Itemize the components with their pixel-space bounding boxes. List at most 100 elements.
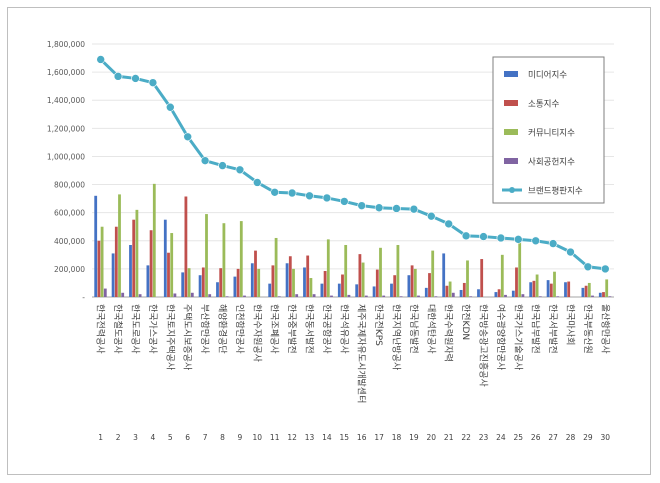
brand-index-point <box>113 72 123 81</box>
x-index-label: 24 <box>496 433 506 442</box>
bar-3 <box>396 244 400 297</box>
x-category-label: 한국서부발전 <box>547 304 558 354</box>
bar-3 <box>605 279 609 297</box>
x-category-label: 인천항만공사 <box>234 304 245 354</box>
x-axis-index-labels: 1 2 3 4 5 6 7 8 9 10 11 12 13 14 15 16 17 18 19 20 21 22 23 24 2… <box>98 433 610 442</box>
bar-2 <box>497 289 501 297</box>
x-index-label: 9 <box>238 433 243 442</box>
brand-index-point <box>322 193 332 203</box>
bar-1 <box>129 244 132 297</box>
bar-2 <box>167 252 170 297</box>
bar-4 <box>538 296 542 297</box>
bar-4 <box>504 294 507 297</box>
bar-1 <box>511 290 515 297</box>
x-category-label: 한국중부발전 <box>286 304 297 354</box>
bar-4 <box>243 295 246 297</box>
y-tick-label: 600,000 <box>54 209 85 218</box>
bar-4 <box>556 296 560 297</box>
bar-1 <box>198 275 202 297</box>
x-category-label: 한국석유공사 <box>338 304 349 354</box>
bar-4 <box>469 296 473 297</box>
legend-label: 사회공헌지수 <box>528 158 575 168</box>
y-tick-label: 1,400,000 <box>47 96 85 105</box>
legend-label: 소통지수 <box>528 100 559 110</box>
x-category-label: 한국도로공사 <box>130 304 141 354</box>
bar-4 <box>521 294 525 297</box>
x-category-label: 한국동서발전 <box>304 304 315 354</box>
bar-4 <box>451 292 455 297</box>
x-category-label: 한전KDN <box>460 304 471 340</box>
x-index-label: 17 <box>374 433 384 442</box>
legend-label: 커뮤니티지수 <box>528 128 575 139</box>
x-index-label: 25 <box>514 433 524 442</box>
bar-4 <box>608 296 612 297</box>
brand-index-point <box>531 236 541 246</box>
brand-index-point <box>583 262 593 272</box>
bar-2 <box>584 285 588 297</box>
bar-2 <box>532 280 536 297</box>
x-category-label: 한국전력공사 <box>95 304 107 354</box>
bar-3 <box>326 239 330 297</box>
bar-4 <box>417 295 420 297</box>
x-index-label: 15 <box>340 433 350 442</box>
bar-1 <box>459 289 463 297</box>
bar-2 <box>549 283 553 297</box>
bar-3 <box>292 268 295 297</box>
bar-4 <box>225 296 229 297</box>
x-category-label: 한국가스기술공사 <box>512 304 523 371</box>
bar-3 <box>118 194 121 297</box>
x-category-label: 부산항만공사 <box>199 304 210 354</box>
brand-index-line <box>96 55 610 274</box>
bar-1 <box>581 287 585 297</box>
bar-3 <box>239 221 243 297</box>
x-category-label: 한국부동산원 <box>582 304 593 354</box>
bar-3 <box>152 183 156 297</box>
brand-index-point <box>148 78 158 87</box>
bar-3 <box>518 242 522 297</box>
x-index-label: 1 <box>98 433 103 442</box>
x-index-label: 19 <box>409 433 419 442</box>
x-index-label: 6 <box>185 433 190 442</box>
bar-3 <box>553 271 556 297</box>
bar-series <box>94 183 612 297</box>
brand-index-point <box>183 132 192 142</box>
bar-2 <box>132 219 136 297</box>
x-category-label: 한국토지주택공사 <box>164 304 175 371</box>
bar-1 <box>598 292 602 297</box>
legend-label: 미디어지수 <box>528 70 567 81</box>
x-index-label: 10 <box>253 433 263 442</box>
brand-index-point <box>444 219 454 229</box>
legend-line-marker <box>509 187 515 193</box>
bar-4 <box>295 294 299 297</box>
x-index-label: 26 <box>531 433 541 442</box>
brand-index-point <box>235 165 245 175</box>
x-category-label: 여수광양항만공사 <box>495 304 507 371</box>
bar-3 <box>222 223 226 297</box>
bar-4 <box>434 296 438 297</box>
bar-4 <box>138 294 142 297</box>
chart-canvas: - 200,000 400,000 600,000 800,000 1,000,000 1,… <box>47 40 614 442</box>
brand-index-point <box>496 233 506 243</box>
x-category-label: 한국남부발전 <box>530 304 541 354</box>
x-category-label: 한국방송광고진흥공사 <box>478 304 490 388</box>
bar-1 <box>529 282 533 297</box>
brand-index-point <box>218 161 227 170</box>
brand-index-point <box>479 232 488 241</box>
bar-2 <box>567 281 571 297</box>
bar-4 <box>330 295 333 297</box>
bar-3 <box>379 247 382 297</box>
bar-1 <box>546 280 550 297</box>
x-category-label: 한국전KPS <box>373 304 384 346</box>
brand-index-point <box>287 188 297 198</box>
y-tick-label: - <box>82 293 85 302</box>
x-index-label: 14 <box>322 433 332 442</box>
legend-swatch <box>504 71 518 77</box>
x-index-label: 30 <box>601 433 611 442</box>
bar-2 <box>393 275 397 297</box>
brand-index-point <box>357 201 367 210</box>
x-index-label: 23 <box>479 433 489 442</box>
brand-index-point <box>253 178 262 187</box>
bar-3 <box>205 214 208 297</box>
chart-frame: - 200,000 400,000 600,000 800,000 1,000,000 1,… <box>7 7 651 475</box>
bar-2 <box>515 267 518 297</box>
